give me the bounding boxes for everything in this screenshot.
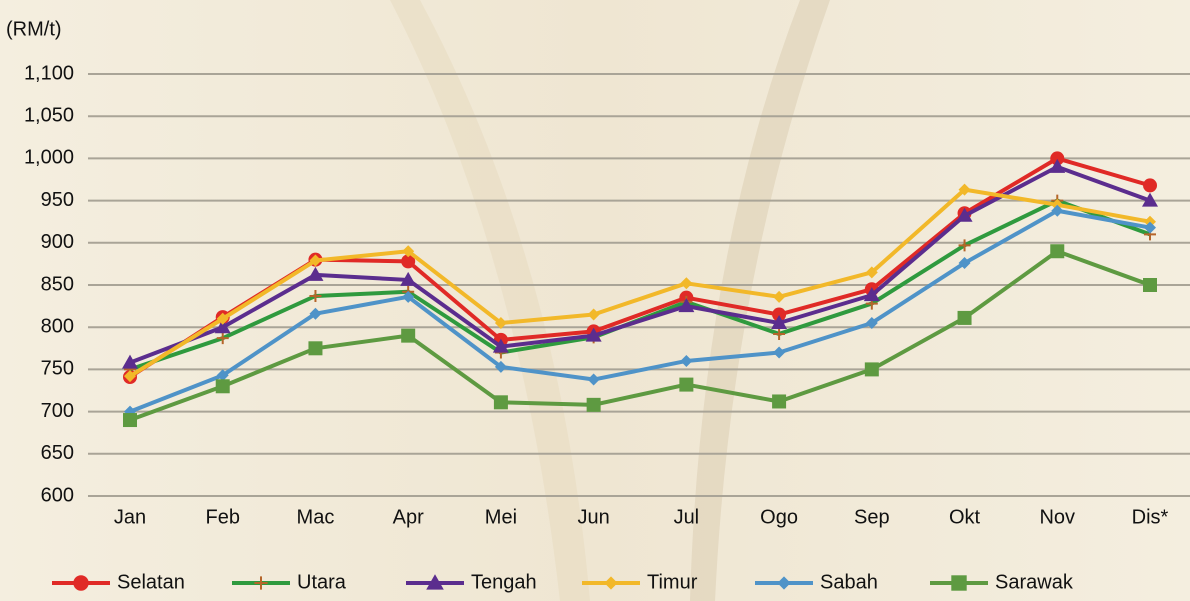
- marker: [309, 254, 322, 267]
- marker: [215, 379, 230, 394]
- marker: [587, 373, 600, 386]
- marker: [216, 312, 229, 325]
- marker: [958, 183, 971, 196]
- marker: [772, 394, 787, 409]
- marker: [951, 575, 967, 591]
- series-line: [129, 249, 1151, 422]
- decor: [690, 0, 830, 601]
- x-tick-label: Feb: [205, 506, 239, 528]
- marker: [1142, 192, 1158, 207]
- marker: [493, 395, 508, 410]
- marker: [956, 207, 973, 222]
- marker: [680, 354, 693, 367]
- marker: [678, 298, 695, 313]
- series-line: [128, 187, 1151, 378]
- marker: [680, 277, 693, 290]
- y-tick-label: 1,100: [24, 62, 74, 84]
- y-tick-label: 850: [41, 273, 74, 295]
- marker: [1050, 151, 1065, 166]
- marker: [494, 316, 507, 329]
- marker: [309, 289, 322, 302]
- legend-label: Utara: [297, 571, 347, 593]
- y-axis-label: (RM/t): [6, 18, 62, 40]
- marker: [122, 354, 138, 369]
- marker: [604, 576, 618, 590]
- marker: [309, 307, 322, 320]
- marker: [777, 576, 791, 590]
- marker: [773, 346, 786, 359]
- marker: [771, 314, 788, 329]
- x-tick-label: Okt: [949, 506, 981, 528]
- marker: [400, 271, 417, 286]
- marker: [585, 327, 602, 342]
- x-tick-label: Jan: [114, 506, 146, 528]
- marker: [216, 332, 229, 345]
- marker: [679, 377, 694, 392]
- legend-label: Timur: [647, 571, 698, 593]
- marker: [1143, 178, 1157, 193]
- marker: [123, 413, 137, 428]
- marker: [1049, 158, 1066, 173]
- marker: [402, 245, 415, 258]
- marker: [308, 341, 323, 356]
- x-tick-label: Dis*: [1132, 506, 1169, 528]
- legend: Selatan Utara Tengah Timur Sabah Sarawak: [52, 571, 1074, 593]
- x-tick-label: Jul: [674, 506, 700, 528]
- marker: [124, 370, 136, 383]
- marker: [401, 254, 416, 269]
- marker: [865, 266, 878, 279]
- x-tick-label: Sep: [854, 506, 890, 528]
- marker: [958, 239, 971, 252]
- marker: [216, 369, 229, 382]
- marker: [1051, 204, 1064, 217]
- legend-label: Sarawak: [995, 571, 1074, 593]
- lines: [122, 151, 1158, 428]
- y-tick-label: 600: [41, 484, 74, 506]
- marker: [772, 307, 787, 322]
- marker: [402, 290, 415, 303]
- series-line: [129, 208, 1151, 414]
- marker: [773, 290, 786, 303]
- y-tick-label: 750: [41, 358, 74, 380]
- marker: [214, 319, 231, 334]
- marker: [864, 362, 879, 377]
- marker: [586, 397, 601, 412]
- marker: [1143, 278, 1157, 292]
- y-tick-label: 650: [41, 442, 74, 464]
- marker: [773, 327, 786, 340]
- x-tick-label: Mac: [297, 506, 335, 528]
- y-tick-label: 900: [41, 231, 74, 253]
- marker: [492, 338, 509, 353]
- marker: [863, 287, 880, 302]
- marker: [587, 308, 600, 321]
- marker: [865, 316, 878, 329]
- legend-label: Tengah: [471, 571, 537, 593]
- marker: [307, 266, 324, 281]
- legend-label: Sabah: [820, 571, 878, 593]
- x-tick-label: Nov: [1039, 506, 1075, 528]
- y-tick-label: 1,000: [24, 147, 74, 169]
- marker: [73, 575, 89, 591]
- x-tick-label: Mei: [485, 506, 517, 528]
- y-tick-label: 1,050: [24, 104, 74, 126]
- y-tick-label: 800: [41, 315, 74, 337]
- marker: [254, 576, 268, 590]
- x-tick-label: Apr: [393, 506, 424, 528]
- series-line: [129, 164, 1151, 365]
- marker: [1050, 244, 1065, 259]
- marker: [494, 360, 507, 373]
- marker: [401, 328, 416, 343]
- x-tick-label: Jun: [578, 506, 610, 528]
- marker: [1144, 221, 1156, 234]
- marker: [957, 310, 972, 325]
- x-tick-label: Ogo: [760, 506, 798, 528]
- marker: [958, 257, 971, 270]
- marker: [426, 574, 444, 590]
- legend-label: Selatan: [117, 571, 185, 593]
- y-tick-label: 950: [41, 189, 74, 211]
- y-tick-label: 700: [41, 400, 74, 422]
- decor: [390, 0, 590, 601]
